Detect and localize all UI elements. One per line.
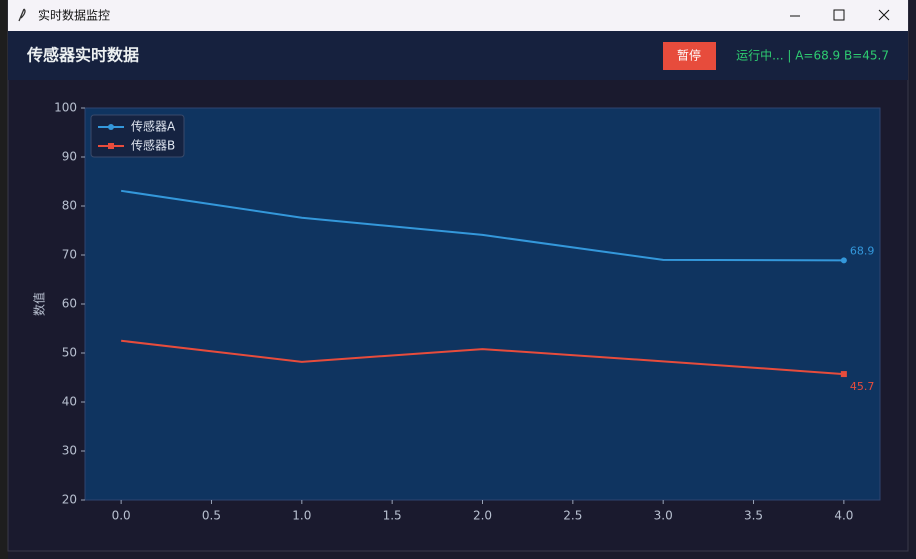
- y-tick-label: 90: [62, 150, 77, 164]
- legend-label: 传感器A: [131, 119, 176, 134]
- last-point-marker: [840, 257, 847, 264]
- y-axis-label: 数值: [32, 292, 47, 316]
- editor-sliver: [0, 0, 8, 559]
- y-tick-label: 100: [54, 101, 77, 115]
- data-label: 68.9: [850, 244, 875, 257]
- chart: 20 30 40 50 60 70 80 90 100 0.0 0.5 1.0 1.5 2.0 2.5 3.0…: [32, 101, 881, 523]
- legend-marker: [108, 124, 114, 130]
- y-tick-label: 80: [62, 199, 77, 213]
- y-tick-label: 30: [62, 444, 77, 458]
- legend-marker: [108, 143, 114, 149]
- x-tick-label: 4.0: [834, 509, 853, 523]
- x-tick-label: 1.0: [292, 509, 311, 523]
- y-tick-label: 60: [62, 297, 77, 311]
- plot-area: [84, 107, 881, 501]
- pause-button[interactable]: [663, 42, 716, 70]
- pause-button-label[interactable]: 暂停: [677, 48, 701, 63]
- header-bar: [8, 31, 908, 80]
- close-button[interactable]: [878, 9, 890, 21]
- y-tick-label: 40: [62, 395, 77, 409]
- status-text: 运行中... | A=68.9 B=45.7: [736, 48, 889, 63]
- y-tick-label: 20: [62, 493, 77, 507]
- x-tick-label: 2.0: [473, 509, 492, 523]
- header-title: 传感器实时数据: [26, 46, 139, 65]
- x-tick-label: 1.5: [383, 509, 402, 523]
- y-tick-label: 70: [62, 248, 77, 262]
- y-tick-label: 50: [62, 346, 77, 360]
- app-icon: [18, 8, 26, 22]
- last-point-marker: [840, 371, 847, 378]
- x-tick-label: 3.0: [654, 509, 673, 523]
- series-line: [120, 189, 844, 262]
- x-tick-label: 0.0: [112, 509, 131, 523]
- x-tick-label: 3.5: [744, 509, 763, 523]
- x-tick-label: 2.5: [563, 509, 582, 523]
- data-label: 45.7: [850, 380, 875, 393]
- x-tick-label: 0.5: [202, 509, 221, 523]
- window-title: 实时数据监控: [38, 8, 110, 23]
- legend-label: 传感器B: [131, 138, 175, 153]
- series-line: [121, 339, 844, 376]
- title-bar: [8, 0, 908, 31]
- maximize-button[interactable]: [833, 9, 845, 21]
